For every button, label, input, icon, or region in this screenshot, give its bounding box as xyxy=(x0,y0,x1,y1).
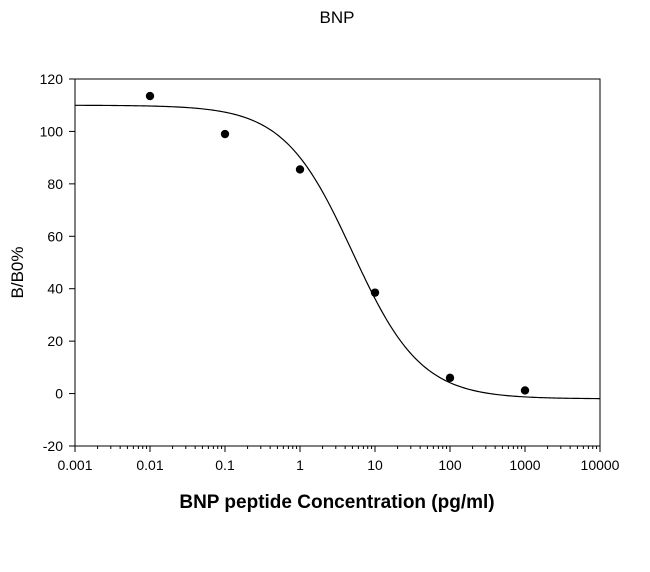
x-axis: 0.001 0.01 0.1 1 10 100 1000 10000 xyxy=(57,446,620,473)
y-tick-label: 40 xyxy=(47,281,63,297)
x-axis-label: BNP peptide Concentration (pg/ml) xyxy=(179,492,494,513)
data-point xyxy=(370,288,380,297)
x-tick-label: 0.01 xyxy=(136,457,163,473)
y-tick-label: 0 xyxy=(55,386,63,402)
y-axis-label: B/B0% xyxy=(8,247,27,299)
x-tick-label: 100 xyxy=(438,457,462,473)
plot-frame xyxy=(74,78,601,447)
y-tick-label: 100 xyxy=(40,123,64,139)
y-tick-label: -20 xyxy=(43,438,63,454)
data-point xyxy=(445,373,455,383)
data-point xyxy=(520,386,530,395)
y-tick-label: 20 xyxy=(47,333,63,349)
data-point xyxy=(295,165,305,174)
x-tick-label: 1000 xyxy=(509,457,540,473)
x-tick-label: 0.1 xyxy=(215,457,235,473)
x-tick-label: 1 xyxy=(296,457,304,473)
data-point xyxy=(220,129,230,139)
data-point xyxy=(145,91,155,101)
chart-title: BNP xyxy=(320,8,355,27)
x-tick-label: 0.001 xyxy=(57,457,92,473)
y-tick-label: 60 xyxy=(47,228,63,244)
y-tick-label: 80 xyxy=(47,176,63,192)
data-points xyxy=(145,91,530,395)
y-tick-label: 120 xyxy=(40,71,64,87)
y-axis: -20 0 20 40 60 80 100 120 xyxy=(40,71,75,454)
x-tick-label: 10 xyxy=(367,457,383,473)
fit-curve xyxy=(74,104,601,400)
x-tick-label: 10000 xyxy=(581,457,620,473)
